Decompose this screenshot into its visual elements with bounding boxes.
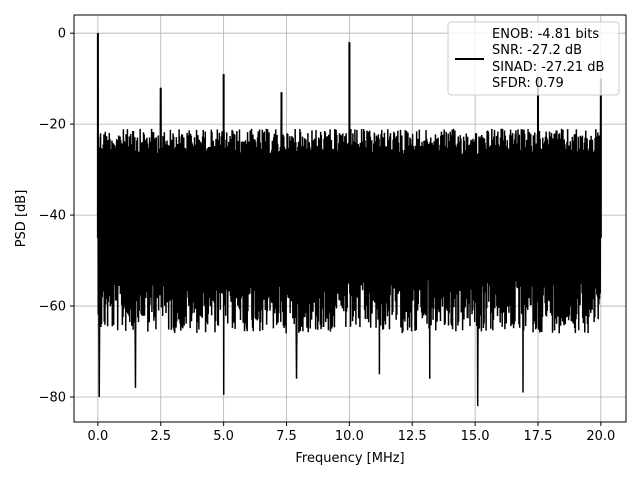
x-tick-label: 0.0: [88, 429, 109, 444]
legend-entry-sfdr: SFDR: 0.79: [492, 76, 564, 91]
y-tick-label: −20: [39, 118, 66, 133]
x-tick-label: 12.5: [398, 429, 427, 444]
y-tick-label: −40: [39, 209, 66, 224]
x-tick-label: 2.5: [150, 429, 171, 444]
x-tick-label: 20.0: [586, 429, 615, 444]
legend-entry-enob: ENOB: -4.81 bits: [492, 27, 599, 42]
x-tick-label: 17.5: [524, 429, 553, 444]
y-tick-label: −60: [39, 300, 66, 315]
psd-series: [96, 33, 602, 407]
x-axis-ticks: 0.0 2.5 5.0 7.5 10.0 12.5 15.0 17.5 20.0: [88, 422, 615, 444]
y-axis-label: PSD [dB]: [14, 190, 29, 248]
x-tick-label: 15.0: [461, 429, 490, 444]
x-tick-label: 5.0: [213, 429, 234, 444]
y-tick-label: −80: [39, 390, 66, 405]
legend-entry-snr: SNR: -27.2 dB: [492, 43, 582, 58]
x-axis-label: Frequency [MHz]: [295, 451, 404, 466]
plot-frame: [73, 14, 627, 423]
legend-entry-sinad: SINAD: -27.21 dB: [492, 60, 604, 75]
x-tick-label: 7.5: [276, 429, 297, 444]
legend-box: [447, 21, 620, 96]
legend: ENOB: -4.81 bits SNR: -27.2 dB SINAD: -2…: [447, 21, 620, 96]
x-tick-label: 10.0: [335, 429, 364, 444]
y-tick-label: 0: [58, 27, 66, 42]
y-axis-ticks: 0 −20 −40 −60 −80: [39, 27, 74, 405]
